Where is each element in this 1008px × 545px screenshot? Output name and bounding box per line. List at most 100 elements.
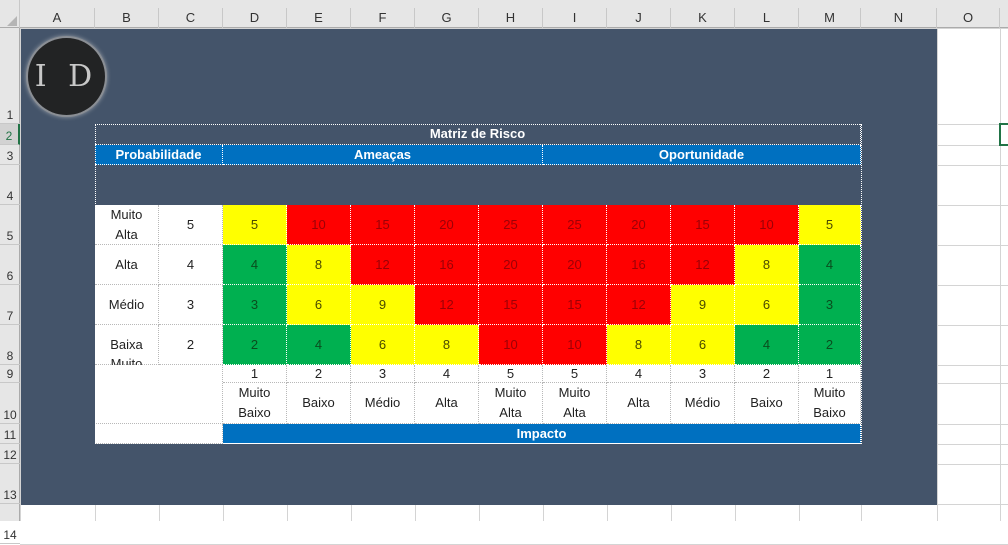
opportunity-header[interactable]: Oportunidade: [543, 145, 861, 165]
risk-cell[interactable]: 20: [479, 245, 543, 285]
impact-label[interactable]: Alta: [607, 383, 671, 424]
impact-value[interactable]: 4: [415, 365, 479, 383]
row-header-1[interactable]: 1: [0, 28, 20, 124]
risk-cell[interactable]: 16: [415, 245, 479, 285]
risk-cell[interactable]: 12: [351, 245, 415, 285]
row-header-2[interactable]: 2: [0, 124, 20, 145]
risk-cell[interactable]: 8: [415, 325, 479, 365]
column-header-e[interactable]: E: [287, 8, 351, 28]
impact-value[interactable]: 5: [479, 365, 543, 383]
risk-cell[interactable]: 10: [543, 325, 607, 365]
risk-cell[interactable]: 25: [543, 205, 607, 245]
impact-label[interactable]: Alta: [415, 383, 479, 424]
impact-header[interactable]: Impacto: [223, 424, 861, 444]
selected-cell-indicator[interactable]: [999, 123, 1008, 146]
matrix-title[interactable]: Matriz de Risco: [95, 124, 861, 145]
impact-value[interactable]: 2: [735, 365, 799, 383]
impact-label[interactable]: Muito Baixo: [223, 383, 287, 424]
impact-label[interactable]: Muito Alta: [479, 383, 543, 424]
risk-cell[interactable]: 8: [287, 245, 351, 285]
impact-value[interactable]: 1: [799, 365, 861, 383]
impact-value[interactable]: 4: [607, 365, 671, 383]
impact-value[interactable]: 3: [351, 365, 415, 383]
risk-cell[interactable]: 9: [671, 285, 735, 325]
column-header-l[interactable]: L: [735, 8, 799, 28]
impact-label[interactable]: Médio: [351, 383, 415, 424]
probability-value[interactable]: 2: [159, 325, 223, 365]
probability-label[interactable]: Muito Alta: [95, 205, 159, 245]
row-header-12[interactable]: 12: [0, 444, 20, 464]
impact-label[interactable]: Muito Baixo: [799, 383, 861, 424]
impact-value[interactable]: 3: [671, 365, 735, 383]
risk-cell[interactable]: 6: [351, 325, 415, 365]
impact-label[interactable]: Muito Alta: [543, 383, 607, 424]
impact-label[interactable]: Baixo: [735, 383, 799, 424]
risk-cell[interactable]: 16: [607, 245, 671, 285]
risk-cell[interactable]: 25: [479, 205, 543, 245]
impact-value[interactable]: 1: [223, 365, 287, 383]
risk-cell[interactable]: 10: [735, 205, 799, 245]
risk-cell[interactable]: 8: [735, 245, 799, 285]
risk-cell[interactable]: 6: [671, 325, 735, 365]
column-header-k[interactable]: K: [671, 8, 735, 28]
row-header-4[interactable]: 4: [0, 165, 20, 205]
row-header-10[interactable]: 10: [0, 383, 20, 424]
risk-cell[interactable]: 5: [799, 205, 861, 245]
risk-cell[interactable]: 15: [479, 285, 543, 325]
risk-cell[interactable]: 9: [351, 285, 415, 325]
risk-cell[interactable]: 15: [543, 285, 607, 325]
column-header-n[interactable]: N: [861, 8, 937, 28]
impact-label[interactable]: Médio: [671, 383, 735, 424]
row-header-6[interactable]: 6: [0, 245, 20, 285]
risk-cell[interactable]: 8: [607, 325, 671, 365]
probability-value[interactable]: 5: [159, 205, 223, 245]
probability-value[interactable]: 4: [159, 245, 223, 285]
risk-cell[interactable]: 20: [543, 245, 607, 285]
risk-cell[interactable]: 20: [607, 205, 671, 245]
row-header-3[interactable]: 3: [0, 145, 20, 165]
row-header-13[interactable]: 13: [0, 464, 20, 504]
probability-label[interactable]: Médio: [95, 285, 159, 325]
column-header-d[interactable]: D: [223, 8, 287, 28]
column-header-f[interactable]: F: [351, 8, 415, 28]
risk-cell[interactable]: 12: [671, 245, 735, 285]
row-header-7[interactable]: 7: [0, 285, 20, 325]
column-header-o[interactable]: O: [937, 8, 1000, 28]
probability-value[interactable]: 3: [159, 285, 223, 325]
risk-cell[interactable]: 15: [351, 205, 415, 245]
probability-label[interactable]: Alta: [95, 245, 159, 285]
risk-cell[interactable]: 3: [223, 285, 287, 325]
threats-header[interactable]: Ameaças: [223, 145, 543, 165]
risk-cell[interactable]: 4: [735, 325, 799, 365]
risk-cell[interactable]: 12: [415, 285, 479, 325]
column-header-m[interactable]: M: [799, 8, 861, 28]
risk-cell[interactable]: 2: [799, 325, 861, 365]
risk-cell[interactable]: 15: [671, 205, 735, 245]
risk-cell[interactable]: 6: [287, 285, 351, 325]
probability-header[interactable]: Probabilidade: [95, 145, 223, 165]
column-header-j[interactable]: J: [607, 8, 671, 28]
risk-cell[interactable]: 4: [287, 325, 351, 365]
risk-cell[interactable]: 2: [223, 325, 287, 365]
impact-value[interactable]: 5: [543, 365, 607, 383]
risk-cell[interactable]: 4: [223, 245, 287, 285]
row-header-14[interactable]: 14: [0, 504, 20, 544]
risk-cell[interactable]: 20: [415, 205, 479, 245]
column-header-b[interactable]: B: [95, 8, 159, 28]
row-header-5[interactable]: 5: [0, 205, 20, 245]
row-header-9[interactable]: 9: [0, 365, 20, 383]
column-header-i[interactable]: I: [543, 8, 607, 28]
column-header-h[interactable]: H: [479, 8, 543, 28]
column-header-g[interactable]: G: [415, 8, 479, 28]
column-header-a[interactable]: A: [20, 8, 95, 28]
probability-label[interactable]: Baixa: [95, 325, 159, 365]
risk-cell[interactable]: 10: [287, 205, 351, 245]
row-header-8[interactable]: 8: [0, 325, 20, 365]
impact-value[interactable]: 2: [287, 365, 351, 383]
risk-cell[interactable]: 10: [479, 325, 543, 365]
select-all-button[interactable]: [0, 0, 20, 28]
risk-cell[interactable]: 5: [223, 205, 287, 245]
empty-corner-cell[interactable]: [95, 365, 223, 424]
risk-cell[interactable]: 6: [735, 285, 799, 325]
empty-corner-cell[interactable]: [95, 424, 223, 444]
